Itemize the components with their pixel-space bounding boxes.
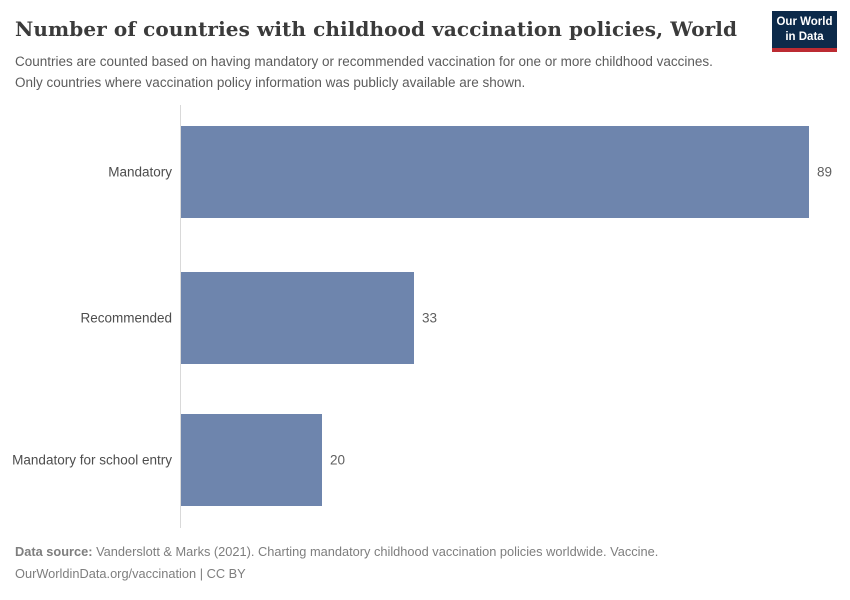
- chart-title: Number of countries with childhood vacci…: [15, 17, 738, 41]
- license-line: OurWorldinData.org/vaccination | CC BY: [15, 565, 246, 581]
- value-label: 89: [817, 164, 833, 180]
- header: Number of countries with childhood vacci…: [0, 0, 850, 93]
- value-label: 33: [422, 310, 438, 326]
- category-label: Recommended: [80, 310, 172, 326]
- bar[interactable]: [181, 272, 414, 364]
- chart-subtitle: Countries are counted based on having ma…: [15, 54, 713, 90]
- category-label: Mandatory for school entry: [12, 452, 172, 468]
- y-axis-line: [180, 105, 181, 528]
- category-label: Mandatory: [108, 164, 172, 180]
- logo-line1: Our World: [776, 15, 833, 28]
- bar-chart: Mandatory 89 Recommended 33 Mandatory for sc…: [0, 100, 850, 530]
- logo-line2: in Data: [785, 30, 824, 43]
- source-text: Vanderslott & Marks (2021). Charting man…: [96, 544, 659, 559]
- bar-row: Mandatory for school entry 20: [0, 414, 850, 506]
- source-label: Data source:: [15, 544, 93, 559]
- owid-logo[interactable]: Our World in Data: [772, 11, 837, 52]
- footer: Data source: Vanderslott & Marks (2021).…: [15, 541, 835, 584]
- bar[interactable]: [181, 414, 322, 506]
- bar-row: Mandatory 89: [0, 126, 850, 218]
- bar[interactable]: [181, 126, 809, 218]
- bar-row: Recommended 33: [0, 272, 850, 364]
- value-label: 20: [330, 452, 346, 468]
- source-line: Data source: Vanderslott & Marks (2021).…: [15, 541, 835, 563]
